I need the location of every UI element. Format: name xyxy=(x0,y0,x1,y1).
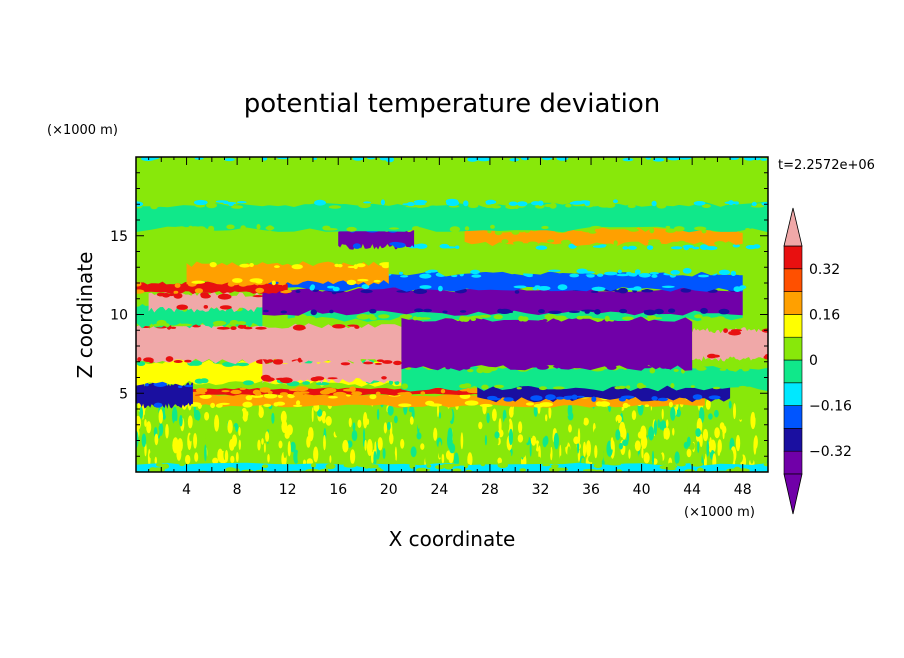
x-axis-label: X coordinate xyxy=(389,527,516,551)
edge-speckle xyxy=(189,386,492,397)
field-region xyxy=(148,291,264,313)
colorbar-tick-label: 0.32 xyxy=(809,262,840,278)
colorbar-swatch xyxy=(783,314,803,338)
x-tick-label: 32 xyxy=(532,482,550,498)
edge-speckle xyxy=(156,292,264,310)
field-region xyxy=(136,201,768,233)
edge-speckle xyxy=(144,381,194,408)
y-unit-label: (×1000 m) xyxy=(47,123,118,138)
colorbar-swatch xyxy=(783,268,803,292)
colorbar-tick-label: 0.16 xyxy=(809,307,840,323)
colorbar-tick-label: −0.32 xyxy=(809,444,852,460)
x-tick-label: 48 xyxy=(734,482,752,498)
heatmap-field xyxy=(136,157,768,472)
y-tick-label: 10 xyxy=(110,308,128,324)
field-region xyxy=(136,157,768,208)
colorbar-tick-label: 0 xyxy=(809,353,818,369)
colorbar-swatch xyxy=(783,245,803,270)
x-tick-label: 20 xyxy=(380,482,398,498)
x-tick-label: 24 xyxy=(430,482,448,498)
edge-speckle xyxy=(260,359,402,384)
colorbar-tick-label: −0.16 xyxy=(809,399,852,415)
x-tick-label: 44 xyxy=(683,482,701,498)
x-axis-ticks: 4 8 12 16 20 24 28 32 36 40 44 48 xyxy=(135,157,769,498)
colorbar: 0.32 0.16 0 −0.16 −0.32 xyxy=(783,207,852,515)
y-axis-ticks: 5 10 15 xyxy=(110,156,768,473)
colorbar-swatch xyxy=(783,450,803,475)
edge-speckle xyxy=(149,461,768,472)
field-region xyxy=(260,359,402,384)
edge-speckle xyxy=(136,201,765,233)
y-tick-label: 5 xyxy=(119,386,128,402)
x-tick-label: 28 xyxy=(481,482,499,498)
colorbar-over-arrow xyxy=(783,207,803,247)
field-region xyxy=(136,280,292,295)
field-region xyxy=(136,461,768,472)
colorbar-swatch xyxy=(783,291,803,315)
time-label: t=2.2572e+06 xyxy=(778,158,875,173)
x-tick-label: 16 xyxy=(329,482,347,498)
x-tick-label: 12 xyxy=(279,482,297,498)
field-region xyxy=(186,261,394,286)
y-axis-label: Z coordinate xyxy=(73,252,97,379)
field-region xyxy=(388,242,768,277)
edge-speckle xyxy=(399,243,761,276)
chart-title: potential temperature deviation xyxy=(244,89,660,119)
edge-speckle xyxy=(707,328,768,360)
x-tick-label: 4 xyxy=(182,482,191,498)
colorbar-swatch xyxy=(783,336,803,361)
y-tick-label: 15 xyxy=(110,229,128,245)
colorbar-swatch xyxy=(783,359,803,384)
colorbar-swatch xyxy=(783,405,803,429)
field-region xyxy=(401,316,693,371)
field-region xyxy=(136,323,402,365)
field-region xyxy=(136,380,194,409)
x-tick-label: 36 xyxy=(582,482,600,498)
field-region xyxy=(692,327,768,362)
x-tick-label: 40 xyxy=(633,482,651,498)
colorbar-under-arrow xyxy=(783,473,803,515)
field-region xyxy=(189,386,516,397)
x-tick-label: 8 xyxy=(233,482,242,498)
colorbar-swatch xyxy=(783,428,803,452)
x-unit-label: (×1000 m) xyxy=(684,505,755,520)
colorbar-swatch xyxy=(783,382,803,406)
